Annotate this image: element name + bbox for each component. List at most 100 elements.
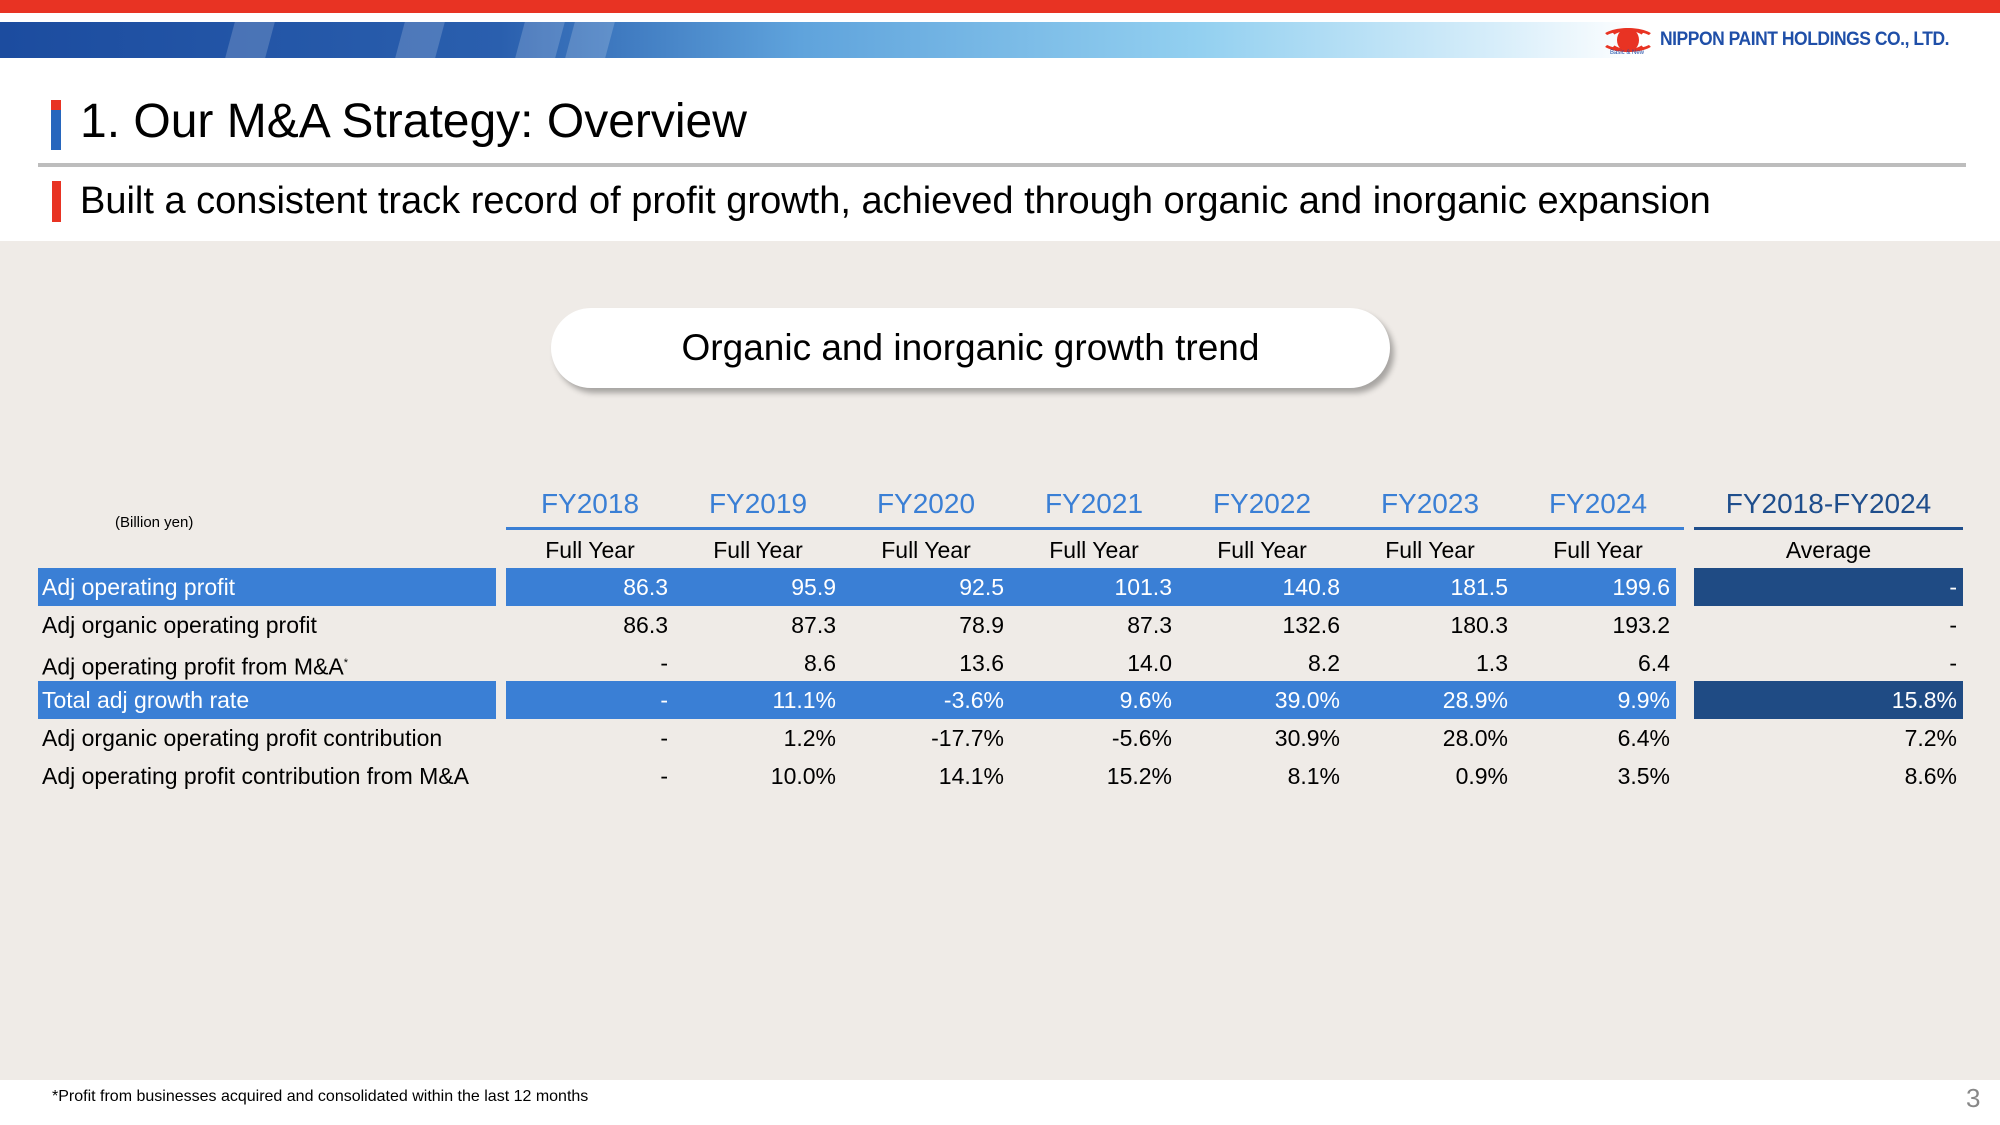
table-cell: -3.6%: [842, 681, 1010, 719]
year-header: FY2021: [1044, 488, 1144, 519]
table-row: Adj operating profit 86.3 95.9 92.5 101.3 140…: [0, 568, 2000, 606]
logo-tagline: Basic & New: [1610, 50, 1645, 56]
table-row: Adj operating profit from M&A* - 8.6 13.6 14…: [0, 644, 2000, 682]
average-cell: -: [1949, 650, 1957, 676]
table-cell: 87.3: [791, 612, 836, 638]
table-cell: -: [660, 725, 668, 751]
logo-mark-icon: [1600, 28, 1656, 52]
table-cell: 11.1%: [674, 681, 842, 719]
header-band: [0, 22, 2000, 58]
table-cell: 8.2: [1308, 650, 1340, 676]
table-cell: 8.6: [804, 650, 836, 676]
table-cell: -: [506, 681, 674, 719]
unit-label: (Billion yen): [115, 514, 194, 531]
period-label: Full Year: [881, 537, 971, 563]
table-row: Adj operating profit contribution from M…: [0, 757, 2000, 795]
subtitle-accent: [52, 181, 61, 222]
company-name: NIPPON PAINT HOLDINGS CO., LTD.: [1660, 29, 1950, 50]
row-label-text: Adj operating profit from M&A: [42, 653, 344, 680]
table-cell: 3.5%: [1617, 763, 1670, 789]
table-cell: -5.6%: [1111, 725, 1172, 751]
period-label: Full Year: [1049, 537, 1139, 563]
table-cell: 9.9%: [1514, 681, 1676, 719]
table-cell: 28.0%: [1442, 725, 1508, 751]
table-cell: 199.6: [1514, 568, 1676, 606]
average-sublabel: Average: [1785, 537, 1872, 563]
average-cell: 8.6%: [1904, 763, 1957, 789]
table-cell: 10.0%: [770, 763, 836, 789]
table-cell: 13.6: [959, 650, 1004, 676]
period-label: Full Year: [1217, 537, 1307, 563]
table-cell: 14.0: [1127, 650, 1172, 676]
year-header: FY2024: [1548, 488, 1648, 519]
table-cell: 9.6%: [1010, 681, 1178, 719]
table-cell: -: [660, 763, 668, 789]
period-label: Full Year: [1385, 537, 1475, 563]
table-cell: 1.2%: [783, 725, 836, 751]
table-cell: 92.5: [842, 568, 1010, 606]
row-label-text: Adj organic operating profit: [42, 612, 317, 638]
table-cell: 39.0%: [1178, 681, 1346, 719]
row-label: Adj organic operating profit contributio…: [38, 719, 496, 757]
table-cell: 101.3: [1010, 568, 1178, 606]
table-cell: 6.4: [1638, 650, 1670, 676]
average-cell: 15.8%: [1694, 681, 1963, 719]
year-header: FY2022: [1212, 488, 1312, 519]
header-underline: [506, 527, 1684, 530]
table-cell: 95.9: [674, 568, 842, 606]
average-underline: [1694, 527, 1963, 530]
footnote-marker: *: [343, 657, 348, 669]
table-cell: 0.9%: [1455, 763, 1508, 789]
row-label-text: Adj operating profit contribution from M…: [42, 763, 469, 789]
table-cell: 140.8: [1178, 568, 1346, 606]
row-label-text: Adj operating profit: [42, 574, 236, 600]
row-label-text: Adj organic operating profit contributio…: [42, 725, 443, 751]
table-cell: 132.6: [1282, 612, 1340, 638]
table-cell: -: [660, 650, 668, 676]
period-label: Full Year: [713, 537, 803, 563]
page-title: 1. Our M&A Strategy: Overview: [80, 95, 747, 148]
divider: [38, 163, 1966, 167]
table-cell: 8.1%: [1287, 763, 1340, 789]
average-cell: -: [1949, 612, 1957, 638]
period-label: Full Year: [1553, 537, 1643, 563]
row-label: Adj operating profit contribution from M…: [38, 757, 496, 795]
table-cell: 193.2: [1612, 612, 1670, 638]
table-cell: -17.7%: [931, 725, 1004, 751]
title-accent: [51, 100, 61, 150]
table-cell: 15.2%: [1106, 763, 1172, 789]
table-row: Total adj growth rate -11.1% -3.6% 9.6% 39.0…: [0, 681, 2000, 719]
year-header: FY2019: [708, 488, 808, 519]
table-cell: 181.5: [1346, 568, 1514, 606]
average-header: FY2018-FY2024: [1725, 488, 1932, 519]
average-cell: 7.2%: [1904, 725, 1957, 751]
table-cell: 1.3: [1476, 650, 1508, 676]
table-cell: 180.3: [1450, 612, 1508, 638]
table-cell: 30.9%: [1274, 725, 1340, 751]
table-cell: 86.3: [506, 568, 674, 606]
table-row: Adj organic operating profit 86.3 87.3 78.9…: [0, 606, 2000, 644]
row-label-text: Total adj growth rate: [42, 687, 250, 713]
table-cell: 87.3: [1127, 612, 1172, 638]
period-label: Full Year: [545, 537, 635, 563]
row-label: Adj operating profit: [38, 568, 496, 606]
average-cell: -: [1694, 568, 1963, 606]
page-number: 3: [1966, 1083, 1981, 1113]
year-header: FY2023: [1380, 488, 1480, 519]
footnote: *Profit from businesses acquired and con…: [52, 1088, 589, 1105]
table-row: Adj organic operating profit contributio…: [0, 719, 2000, 757]
section-title: Organic and inorganic growth trend: [551, 308, 1390, 388]
table-cell: 28.9%: [1346, 681, 1514, 719]
table-cell: 86.3: [623, 612, 668, 638]
table-cell: 6.4%: [1617, 725, 1670, 751]
year-header: FY2018: [540, 488, 640, 519]
table-cell: 14.1%: [938, 763, 1004, 789]
row-label: Adj operating profit from M&A*: [38, 644, 496, 682]
table-cell: 78.9: [959, 612, 1004, 638]
company-logo: NIPPON PAINT HOLDINGS CO., LTD.: [1600, 28, 1974, 52]
row-label: Adj organic operating profit: [38, 606, 496, 644]
top-red-bar: [0, 0, 2000, 13]
year-header: FY2020: [876, 488, 976, 519]
row-label: Total adj growth rate: [38, 681, 496, 719]
page-subtitle: Built a consistent track record of profi…: [80, 180, 1711, 222]
